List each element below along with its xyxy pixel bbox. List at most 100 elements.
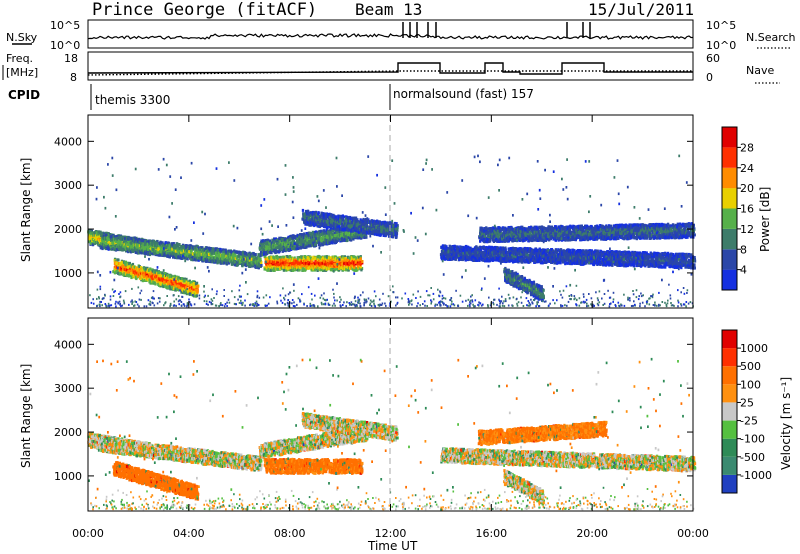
data-cell xyxy=(152,248,155,252)
data-cell xyxy=(191,252,195,256)
data-cell xyxy=(174,256,177,260)
data-cell xyxy=(188,247,191,250)
data-cell xyxy=(314,259,317,263)
data-cell xyxy=(249,253,253,257)
data-cell xyxy=(359,257,362,261)
data-cell xyxy=(104,247,108,251)
data-cell xyxy=(162,274,165,278)
data-cell xyxy=(214,249,217,253)
data-cell xyxy=(174,279,177,283)
data-cell xyxy=(133,265,136,269)
data-cell xyxy=(180,290,183,294)
data-cell xyxy=(192,245,195,249)
data-cell xyxy=(252,252,255,256)
data-cell xyxy=(320,237,323,240)
data-cell xyxy=(231,258,235,262)
data-cell xyxy=(133,274,136,278)
data-cell xyxy=(101,242,104,246)
data-cell xyxy=(299,246,303,250)
data-cell xyxy=(119,245,123,249)
data-cell xyxy=(89,241,93,245)
data-cell xyxy=(301,237,304,241)
data-cell xyxy=(183,287,187,291)
data-cell xyxy=(127,269,130,273)
noise-right-label: N.Search xyxy=(746,31,796,44)
data-cell xyxy=(107,238,110,242)
data-cell xyxy=(360,268,363,272)
data-cell xyxy=(183,284,186,288)
data-cell xyxy=(100,244,103,248)
data-cell xyxy=(125,239,128,243)
data-cell xyxy=(230,260,233,264)
data-cell xyxy=(270,264,273,267)
data-cell xyxy=(249,255,252,259)
data-cell xyxy=(298,240,302,244)
data-cell xyxy=(346,238,349,242)
data-cell xyxy=(109,242,112,245)
data-cell xyxy=(357,264,360,268)
data-cell xyxy=(118,266,121,269)
data-cell xyxy=(296,266,299,270)
data-cell xyxy=(138,272,141,276)
data-cell xyxy=(306,241,310,245)
data-cell xyxy=(235,250,238,254)
data-cell xyxy=(171,247,174,251)
data-cell xyxy=(246,260,249,264)
data-cell xyxy=(122,264,125,268)
data-cell xyxy=(128,274,131,277)
data-cell xyxy=(317,239,320,243)
data-cell xyxy=(198,256,201,260)
data-cell xyxy=(335,257,338,260)
data-cell xyxy=(130,246,133,250)
data-cell xyxy=(205,250,208,254)
data-cell xyxy=(140,266,143,270)
data-cell xyxy=(276,267,279,271)
data-cell xyxy=(114,241,117,245)
data-cell xyxy=(319,262,323,266)
data-cell xyxy=(158,283,161,287)
data-cell xyxy=(147,248,150,251)
data-cell xyxy=(266,244,269,248)
data-cell xyxy=(169,274,172,278)
data-cell xyxy=(301,267,304,271)
data-cell xyxy=(350,262,353,266)
data-cell xyxy=(142,270,145,274)
noise-left-tick-top: 10^5 xyxy=(50,19,80,32)
data-cell xyxy=(282,257,285,261)
data-cell xyxy=(270,268,273,272)
data-cell xyxy=(301,233,305,237)
data-cell xyxy=(122,248,125,251)
data-cell xyxy=(298,242,302,246)
data-cell xyxy=(275,239,278,242)
data-cell xyxy=(333,234,336,237)
data-cell xyxy=(174,278,177,282)
data-cell xyxy=(101,247,104,251)
data-cell xyxy=(185,284,188,288)
data-cell xyxy=(310,268,313,272)
data-cell xyxy=(180,244,183,248)
data-cell xyxy=(203,258,206,262)
data-cell xyxy=(88,237,91,241)
data-cell xyxy=(274,262,278,266)
data-cell xyxy=(144,242,147,246)
data-cell xyxy=(281,239,285,243)
data-cell xyxy=(98,240,102,244)
data-cell xyxy=(192,280,195,284)
data-cell xyxy=(289,235,292,239)
data-cell xyxy=(155,277,159,281)
data-cell xyxy=(303,240,306,244)
data-cell xyxy=(333,268,336,272)
data-cell xyxy=(308,239,311,243)
data-cell xyxy=(352,255,355,259)
data-cell xyxy=(105,231,108,235)
data-cell xyxy=(152,280,155,284)
data-cell xyxy=(273,237,276,241)
data-cell xyxy=(246,253,249,257)
data-cell xyxy=(179,286,182,290)
data-cell xyxy=(201,256,204,260)
data-cell xyxy=(181,277,184,281)
data-cell xyxy=(359,261,362,265)
data-cell xyxy=(312,233,315,237)
date-title: 15/Jul/2011 xyxy=(588,0,694,19)
data-cell xyxy=(348,261,351,265)
